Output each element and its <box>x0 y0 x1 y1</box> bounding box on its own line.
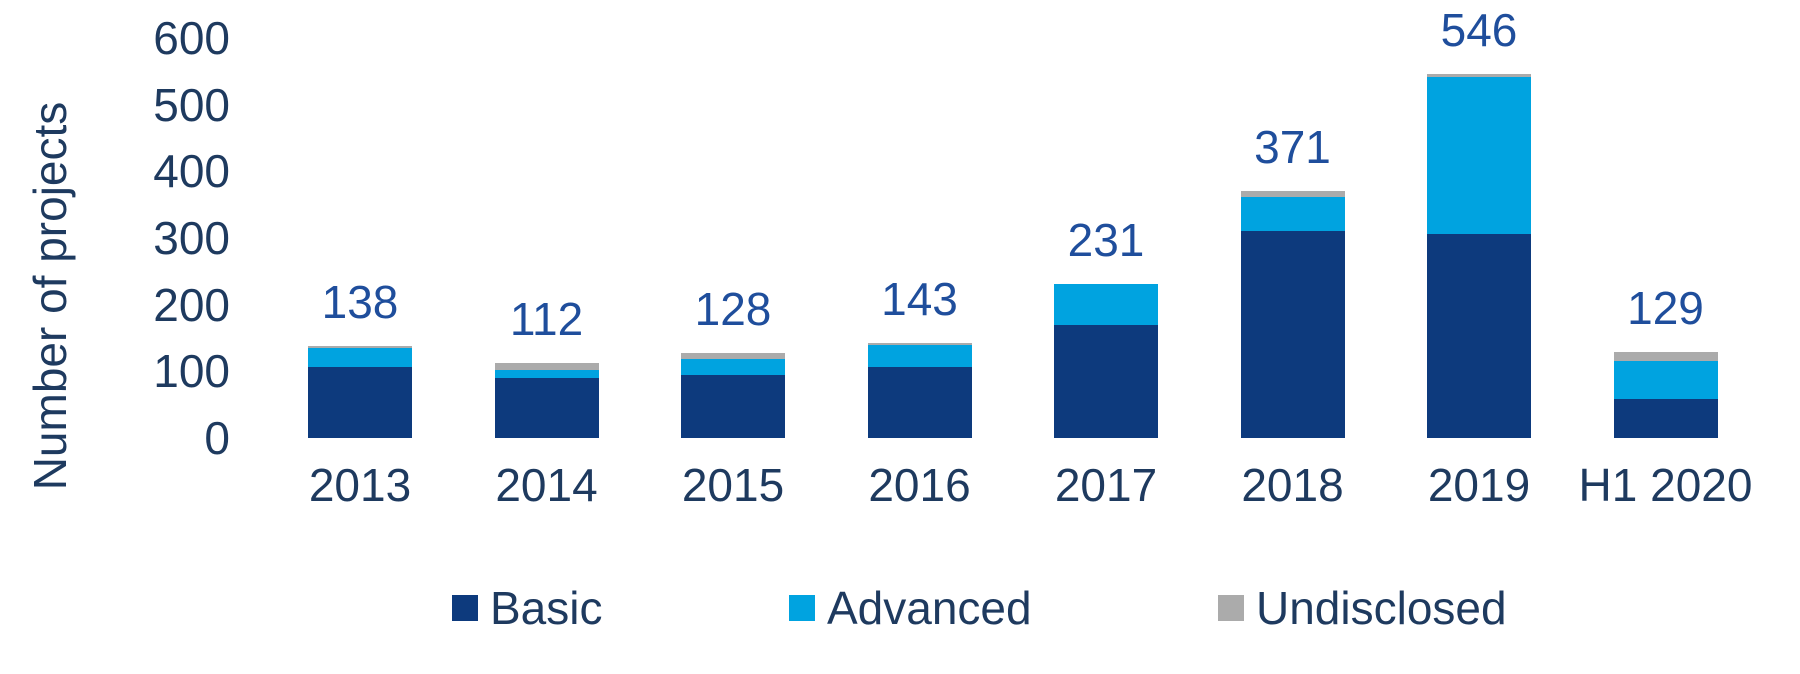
x-label-2016: 2016 <box>868 459 971 511</box>
bar-segment-basic-2019 <box>1427 234 1531 438</box>
bar-segment-undisclosed-2018 <box>1240 190 1345 197</box>
bar-segment-basic-2015 <box>681 374 785 438</box>
y-tick-300: 300 <box>153 212 230 264</box>
total-label-2015: 128 <box>694 282 772 335</box>
bar-segment-advanced-2015 <box>681 359 785 375</box>
y-tick-500: 500 <box>153 78 230 131</box>
legend-label-undisclosed: Undisclosed <box>1256 582 1507 634</box>
legend-swatch-basic <box>452 595 478 621</box>
legend-label-advanced: Advanced <box>827 582 1032 634</box>
total-label-2016: 143 <box>881 272 958 325</box>
x-label-2014: 2014 <box>495 459 598 511</box>
y-tick-0: 0 <box>204 412 230 464</box>
legend-item-undisclosed: Undisclosed <box>1218 585 1507 631</box>
total-label-2017: 231 <box>1067 214 1145 266</box>
legend-swatch-advanced <box>789 595 815 621</box>
x-label-2013: 2013 <box>308 459 412 511</box>
x-label-2015: 2015 <box>681 459 785 511</box>
bar-segment-basic-2018 <box>1240 231 1345 438</box>
bar-segment-undisclosed-2019 <box>1427 74 1531 77</box>
bar-segment-undisclosed-2014 <box>494 363 599 370</box>
y-tick-400: 400 <box>153 145 230 198</box>
legend-swatch-undisclosed <box>1218 595 1244 621</box>
bar-segment-basic-2013 <box>308 367 412 438</box>
bar-segment-basic-h1-2020 <box>1613 399 1718 438</box>
legend-label-basic: Basic <box>490 582 603 634</box>
bar-segment-undisclosed-2015 <box>681 352 785 360</box>
bar-segment-advanced-2018 <box>1240 196 1345 232</box>
total-label-2018: 371 <box>1254 120 1331 173</box>
bar-segment-advanced-2014 <box>494 370 599 378</box>
x-label-h1-2020: H1 2020 <box>1578 459 1753 511</box>
total-label-2013: 138 <box>321 276 399 328</box>
total-label-h1-2020: 129 <box>1627 282 1704 334</box>
bar-segment-undisclosed-2013 <box>308 346 412 348</box>
x-label-2018: 2018 <box>1241 459 1344 511</box>
x-label-2017: 2017 <box>1054 459 1158 511</box>
bar-segment-undisclosed-h1-2020 <box>1613 352 1718 362</box>
y-axis-title: Number of projects <box>24 101 76 491</box>
bar-segment-advanced-2019 <box>1427 76 1531 234</box>
bar-segment-basic-2017 <box>1054 324 1158 438</box>
bar-segment-basic-2014 <box>494 378 599 438</box>
bar-segment-advanced-2017 <box>1054 284 1158 325</box>
legend-item-advanced: Advanced <box>789 585 1032 631</box>
bar-segment-basic-2016 <box>867 366 972 438</box>
bar-segment-advanced-2016 <box>867 344 972 367</box>
total-label-2014: 112 <box>509 293 584 346</box>
bar-segment-advanced-2013 <box>308 348 412 368</box>
bar-segment-undisclosed-2016 <box>867 342 972 345</box>
total-label-2019: 546 <box>1440 4 1518 56</box>
bar-segment-advanced-h1-2020 <box>1613 361 1718 400</box>
x-label-2019: 2019 <box>1427 459 1531 511</box>
y-tick-200: 200 <box>153 278 230 331</box>
legend-item-basic: Basic <box>452 585 602 631</box>
y-tick-100: 100 <box>153 345 230 398</box>
y-tick-600: 600 <box>153 12 230 64</box>
